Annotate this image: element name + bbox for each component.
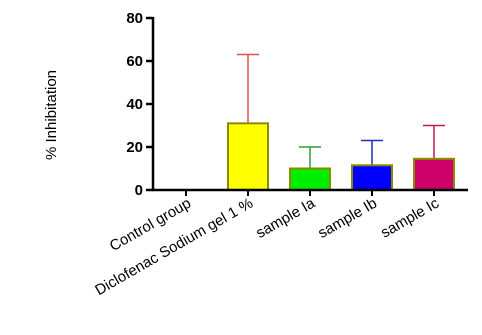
bar-1 [227, 122, 269, 191]
bars [227, 122, 455, 191]
bar-4 [413, 157, 455, 191]
y-ticks: 0 20 40 60 80 [126, 10, 153, 199]
y-axis-label: % Inhibitation [43, 70, 60, 160]
bar-2 [289, 167, 331, 191]
y-tick-label-4: 80 [126, 10, 143, 27]
y-tick-label-3: 60 [126, 53, 143, 70]
error-bars [237, 53, 445, 169]
y-tick-label-1: 20 [126, 139, 143, 156]
bar-3 [351, 164, 393, 191]
y-tick-label-2: 40 [126, 96, 143, 113]
y-tick-label-0: 0 [135, 182, 143, 199]
x-tick-label-3: sample Ib [315, 195, 380, 242]
x-tick-label-2: sample Ia [253, 194, 318, 242]
x-tick-label-4: sample Ic [378, 194, 443, 241]
